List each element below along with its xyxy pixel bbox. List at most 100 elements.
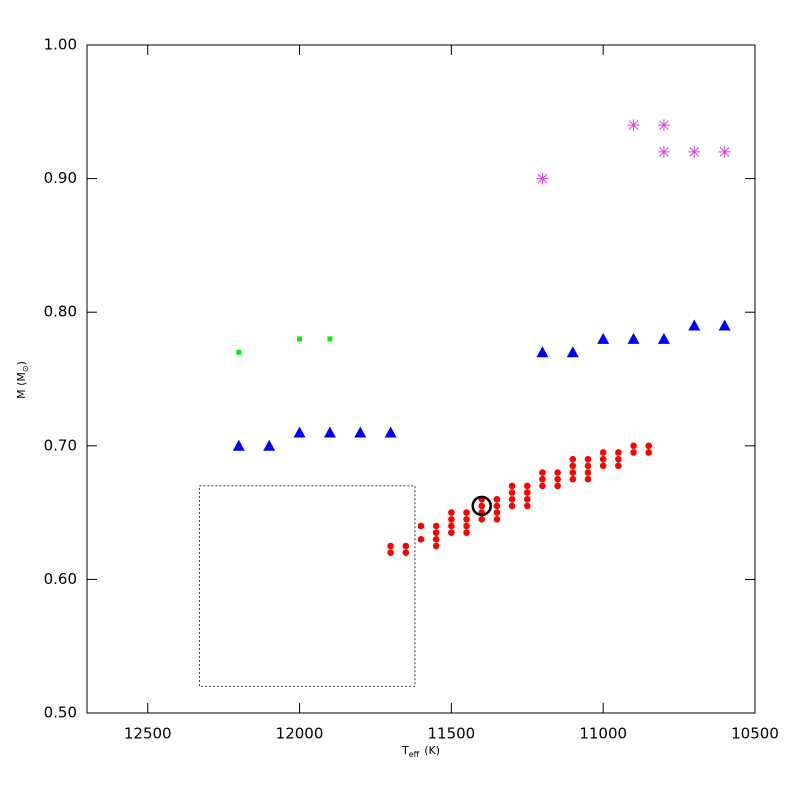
region-box [198, 485, 416, 687]
asterisk [657, 119, 670, 132]
dot [569, 469, 577, 476]
asterisk [536, 172, 549, 185]
dot [432, 529, 440, 536]
dot [463, 509, 470, 516]
asterisk [688, 145, 701, 158]
dot [448, 529, 455, 536]
dot [584, 469, 592, 476]
y-tick-label: 0.70 [44, 436, 77, 454]
dot [523, 489, 531, 496]
triangle [384, 426, 397, 438]
dot [387, 549, 394, 556]
x-axis-label: Teff (K) [401, 744, 440, 759]
y-tick-label: 0.60 [44, 570, 77, 588]
x-tick-label: 10500 [731, 725, 779, 743]
dot [493, 509, 501, 516]
dot [584, 462, 592, 470]
dot [493, 495, 501, 503]
dot [569, 475, 577, 483]
y-label-main: M (M [15, 372, 28, 399]
triangle [657, 332, 670, 344]
y-tick-label: 1.00 [44, 36, 77, 54]
x-tick-label: 12000 [276, 725, 324, 743]
dot [432, 522, 440, 530]
dot [569, 455, 577, 463]
dot [599, 455, 607, 463]
dot [615, 462, 622, 470]
dot [463, 515, 470, 523]
dot [539, 482, 546, 490]
highlight-ring [471, 495, 492, 517]
dot [402, 542, 410, 550]
dot [523, 495, 531, 503]
dot [615, 455, 622, 463]
dot [539, 475, 546, 483]
x-tick-label: 12500 [124, 725, 172, 743]
x-label-unit: (K) [424, 744, 440, 757]
dot [630, 449, 637, 456]
dot [478, 502, 486, 510]
dot [554, 475, 561, 483]
x-tick-label: 11500 [428, 725, 476, 743]
y-tick-label: 0.90 [44, 169, 77, 187]
x-label-sub: eff [409, 750, 420, 759]
square [327, 336, 333, 342]
y-label-end: ) [15, 361, 28, 365]
dot [417, 536, 425, 543]
triangle [627, 332, 640, 344]
dot [523, 482, 531, 490]
dot [463, 522, 470, 530]
triangle [536, 346, 549, 358]
dot [387, 542, 394, 550]
y-tick-label: 0.50 [44, 704, 77, 722]
triangle [263, 439, 276, 451]
triangle [323, 426, 336, 438]
dot [584, 455, 592, 463]
y-tick-label: 0.80 [44, 303, 77, 321]
dot [569, 462, 577, 470]
triangle [232, 439, 245, 451]
dot [448, 515, 455, 523]
dot [615, 449, 622, 456]
dot [539, 469, 546, 476]
dot [508, 482, 516, 490]
triangle [566, 346, 579, 358]
dot [645, 449, 653, 456]
triangle [597, 332, 610, 344]
dot [432, 536, 440, 543]
dot [523, 502, 531, 510]
asterisk [657, 145, 670, 158]
dot [554, 482, 561, 490]
dot [463, 529, 470, 536]
triangle [293, 426, 306, 438]
square [297, 336, 303, 342]
dot [493, 502, 501, 510]
dot [508, 502, 516, 510]
dot [448, 522, 455, 530]
dot [448, 509, 455, 516]
triangle [688, 319, 701, 331]
dot [508, 489, 516, 496]
x-label-main: T [401, 744, 409, 757]
dot [599, 462, 607, 470]
dot [493, 515, 501, 523]
dot [417, 522, 425, 530]
dot [554, 469, 561, 476]
asterisk [718, 145, 731, 158]
dot [402, 549, 410, 556]
x-tick-label: 11000 [579, 725, 627, 743]
triangle [354, 426, 367, 438]
plot-frame [86, 44, 756, 714]
dot [508, 495, 516, 503]
dot [645, 442, 653, 450]
square [236, 349, 242, 355]
y-label-sub: ⊙ [21, 365, 30, 372]
dot [584, 475, 592, 483]
dot [478, 515, 486, 523]
y-axis-label: M (M⊙) [15, 361, 30, 399]
dot [599, 449, 607, 456]
triangle [718, 319, 731, 331]
dot [630, 442, 637, 450]
